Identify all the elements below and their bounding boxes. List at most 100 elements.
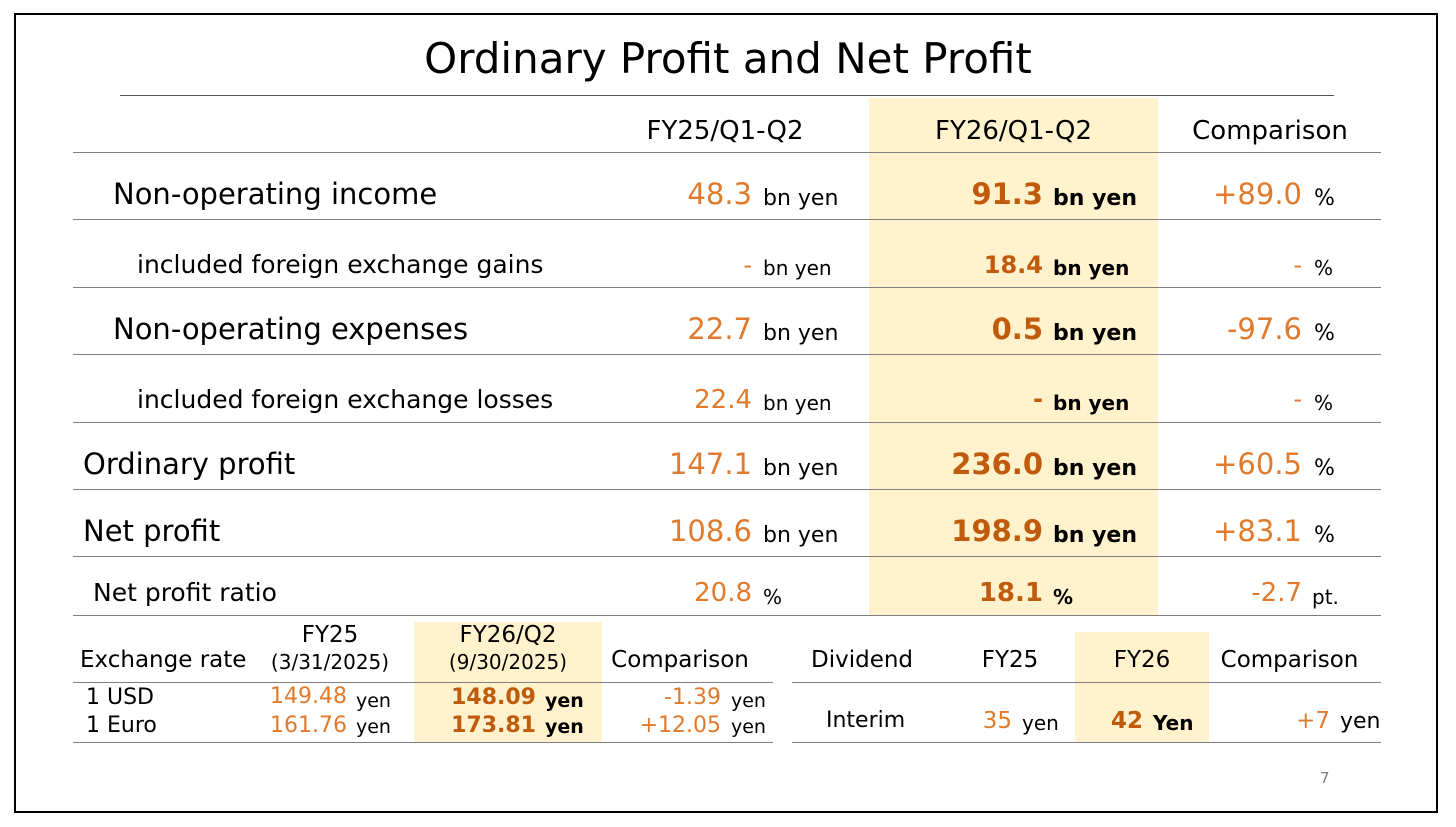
unit: yen (356, 716, 391, 738)
value-fy26: 91.3 (971, 177, 1043, 211)
header-fy25: FY25/Q1-Q2 (646, 116, 804, 146)
slide-title: Ordinary Profit and Net Profit (424, 34, 1032, 83)
unit: yen (356, 690, 391, 712)
value-fy26: 0.5 (991, 312, 1043, 346)
unit: bn yen (1053, 391, 1130, 415)
value-comparison: -2.7 (1251, 578, 1302, 608)
value-fy26: 18.4 (983, 251, 1043, 279)
unit: yen (731, 690, 766, 712)
unit: pt. (1312, 585, 1339, 609)
unit: bn yen (763, 391, 832, 415)
unit: bn yen (1053, 186, 1137, 211)
table-rule (792, 742, 1381, 743)
unit: bn yen (763, 256, 832, 280)
header-fy26: FY26/Q1-Q2 (934, 116, 1093, 146)
row-label-net-profit: Net profit (83, 514, 221, 548)
unit: % (1314, 256, 1334, 280)
table-rule (73, 556, 1381, 557)
unit: bn yen (1053, 523, 1137, 548)
exchange-date-fy25: (3/31/2025) (270, 650, 390, 674)
value-fy26: - (1033, 385, 1043, 413)
value-fy25: - (743, 251, 752, 279)
unit: yen (731, 716, 766, 738)
exchange-euro-fy26: 173.81 (451, 713, 536, 738)
page-number: 7 (1320, 769, 1330, 787)
exchange-rate-label: Exchange rate (80, 647, 247, 673)
value-fy25: 48.3 (687, 177, 752, 211)
unit: % (763, 585, 783, 609)
exchange-header-comparison: Comparison (611, 647, 749, 673)
table-rule (73, 489, 1381, 490)
dividend-label: Dividend (811, 647, 914, 673)
table-rule (73, 354, 1381, 355)
value-fy26: 18.1 (978, 578, 1043, 608)
exchange-usd-comparison: -1.39 (664, 685, 721, 710)
row-label-fx-gains: included foreign exchange gains (137, 250, 544, 279)
unit: bn yen (763, 456, 839, 481)
exchange-row-usd-label: 1 USD (86, 685, 154, 710)
dividend-row-interim-label: Interim (826, 708, 906, 733)
value-comparison: -97.6 (1226, 312, 1302, 346)
value-fy26: 198.9 (951, 514, 1043, 548)
unit: bn yen (763, 523, 839, 548)
unit: % (1314, 391, 1334, 415)
unit: yen (1022, 711, 1059, 735)
dividend-header-fy25: FY25 (981, 647, 1039, 673)
unit: bn yen (763, 186, 839, 211)
unit: bn yen (1053, 256, 1130, 280)
unit: bn yen (1053, 321, 1137, 346)
row-label-fx-losses: included foreign exchange losses (137, 385, 554, 414)
fy26-dividend-highlight-column (1075, 632, 1209, 742)
value-comparison: - (1293, 251, 1302, 279)
dividend-interim-fy25: 35 (982, 708, 1012, 734)
table-rule (73, 219, 1381, 220)
dividend-header-fy26: FY26 (1113, 647, 1171, 673)
dividend-header-comparison: Comparison (1220, 647, 1359, 673)
value-comparison: - (1293, 385, 1302, 413)
value-fy25: 22.7 (687, 312, 752, 346)
value-fy25: 108.6 (668, 514, 752, 548)
value-fy25: 22.4 (694, 385, 752, 415)
value-comparison: +83.1 (1213, 514, 1302, 548)
exchange-date-fy26: (9/30/2025) (448, 650, 568, 674)
row-label-non-operating-expenses: Non-operating expenses (113, 312, 469, 346)
exchange-usd-fy26: 148.09 (451, 685, 536, 710)
unit: bn yen (1053, 456, 1137, 481)
exchange-header-fy26: FY26/Q2 (459, 622, 557, 648)
unit: % (1314, 523, 1335, 548)
table-rule (73, 682, 773, 683)
unit: yen (545, 690, 584, 712)
table-rule (73, 422, 1381, 423)
row-label-non-operating-income: Non-operating income (113, 177, 438, 211)
unit: % (1314, 456, 1335, 481)
row-label-ordinary-profit: Ordinary profit (83, 447, 296, 481)
exchange-euro-comparison: +12.05 (639, 713, 721, 738)
value-comparison: +60.5 (1213, 447, 1302, 481)
table-rule (792, 682, 1381, 683)
exchange-header-fy25: FY25 (301, 622, 359, 648)
unit: % (1053, 585, 1074, 609)
value-fy26: 236.0 (951, 447, 1043, 481)
unit: Yen (1153, 711, 1194, 735)
table-rule (73, 615, 1381, 616)
exchange-row-euro-label: 1 Euro (86, 713, 157, 738)
unit: yen (1340, 709, 1381, 734)
dividend-interim-comparison: +7 (1296, 708, 1330, 734)
row-label-net-profit-ratio: Net profit ratio (93, 578, 277, 607)
unit: bn yen (763, 321, 839, 346)
unit: yen (545, 716, 584, 738)
header-comparison: Comparison (1192, 116, 1348, 146)
table-rule (73, 742, 773, 743)
fy26-highlight-column (869, 98, 1158, 616)
unit: % (1314, 186, 1335, 211)
dividend-interim-fy26: 42 (1110, 708, 1143, 734)
slide-frame (14, 13, 1438, 813)
value-fy25: 147.1 (668, 447, 752, 481)
table-rule (73, 287, 1381, 288)
title-divider (120, 95, 1334, 96)
exchange-usd-fy25: 149.48 (270, 684, 347, 709)
exchange-euro-fy25: 161.76 (270, 713, 347, 738)
unit: % (1314, 321, 1335, 346)
value-comparison: +89.0 (1213, 177, 1302, 211)
value-fy25: 20.8 (694, 578, 752, 608)
